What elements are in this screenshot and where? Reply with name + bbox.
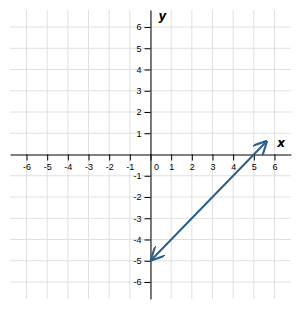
tick: -6: [23, 155, 31, 172]
tick-label: -3: [85, 162, 93, 172]
tick: 1: [136, 129, 150, 139]
plot-area: [152, 142, 267, 260]
tick-label: 5: [252, 162, 257, 172]
tick-label: 4: [136, 65, 141, 75]
tick-label: 3: [136, 86, 141, 96]
tick: -3: [85, 155, 93, 172]
tick-mark: [89, 155, 90, 161]
tick-mark: [145, 176, 151, 177]
tick: -4: [133, 235, 150, 245]
tick-mark: [171, 155, 172, 161]
tick-label: 3: [210, 162, 215, 172]
tick-label: -5: [44, 162, 52, 172]
tick-label: -3: [133, 214, 141, 224]
tick: -2: [133, 192, 150, 202]
tick: 1: [169, 155, 174, 172]
tick: 6: [136, 22, 150, 32]
tick-mark: [274, 155, 275, 161]
line: [152, 142, 267, 260]
tick-mark: [145, 197, 151, 198]
tick-label: -6: [133, 277, 141, 287]
tick-label: -6: [23, 162, 31, 172]
tick-mark: [233, 155, 234, 161]
tick: 5: [136, 44, 150, 54]
axis-label: x: [276, 136, 286, 150]
tick-mark: [145, 261, 151, 262]
tick-label: -4: [133, 235, 141, 245]
tick: 3: [210, 155, 215, 172]
axis-line: [151, 11, 152, 300]
tick: -5: [133, 256, 150, 266]
tick: -1: [133, 171, 150, 181]
tick: 2: [136, 107, 150, 117]
tick-mark: [130, 155, 131, 161]
tick: 6: [272, 155, 277, 172]
tick: -6: [133, 277, 150, 287]
tick-label: 0: [154, 162, 159, 172]
tick: -4: [64, 155, 72, 172]
tick-label: 1: [169, 162, 174, 172]
y-axis: -6 -5 -4 -3 -2 -1 1 2 3 4 5 6: [133, 11, 151, 300]
tick-mark: [109, 155, 110, 161]
axis-label: y: [159, 9, 168, 23]
tick: 4: [136, 65, 150, 75]
tick-label: -1: [133, 171, 141, 181]
tick-mark: [192, 155, 193, 161]
tick-mark: [145, 282, 151, 283]
tick-mark: [145, 133, 151, 134]
tick: 2: [190, 155, 195, 172]
tick-label: 4: [231, 162, 236, 172]
tick-label: 2: [190, 162, 195, 172]
tick-label: 1: [136, 129, 141, 139]
tick-label: 6: [136, 22, 141, 32]
tick-label: 6: [272, 162, 277, 172]
tick-mark: [68, 155, 69, 161]
tick: -3: [133, 214, 150, 224]
tick-mark: [145, 27, 151, 28]
tick: 4: [231, 155, 236, 172]
tick-label: -5: [133, 256, 141, 266]
tick-mark: [145, 240, 151, 241]
tick-label: -2: [133, 192, 141, 202]
tick-mark: [47, 155, 48, 161]
grid: [10, 10, 291, 299]
tick-mark: [145, 48, 151, 49]
tick: -1: [126, 155, 134, 172]
tick: -5: [44, 155, 52, 172]
tick-label: -2: [106, 162, 114, 172]
tick-mark: [27, 155, 28, 161]
tick-label: 5: [136, 44, 141, 54]
tick-label: -4: [64, 162, 72, 172]
chart: -6-5-4-3-2-10123456-6-5-4-3-2-1123456xy: [0, 0, 301, 309]
tick-mark: [212, 155, 213, 161]
tick-mark: [145, 112, 151, 113]
tick-label: 2: [136, 107, 141, 117]
tick-mark: [145, 70, 151, 71]
tick-mark: [145, 91, 151, 92]
tick: 0: [151, 155, 159, 172]
tick-mark: [145, 218, 151, 219]
tick: 3: [136, 86, 150, 96]
tick: -2: [106, 155, 114, 172]
